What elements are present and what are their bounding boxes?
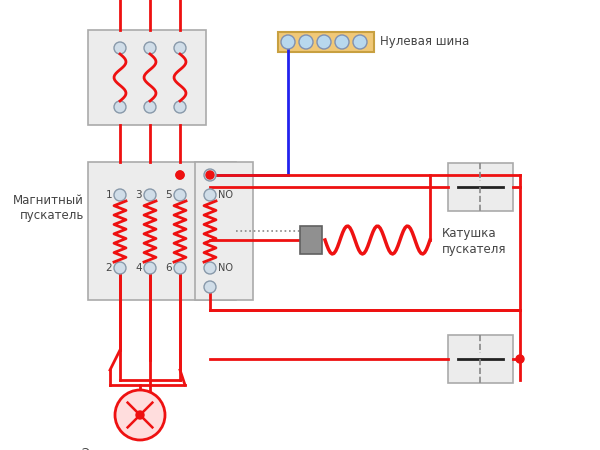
Text: Нулевая шина: Нулевая шина	[380, 36, 469, 49]
Text: пускатель: пускатель	[20, 208, 84, 221]
FancyBboxPatch shape	[300, 226, 322, 254]
Circle shape	[299, 35, 313, 49]
Text: 6: 6	[166, 263, 172, 273]
Circle shape	[144, 189, 156, 201]
Circle shape	[335, 35, 349, 49]
Circle shape	[174, 42, 186, 54]
Circle shape	[144, 262, 156, 274]
FancyBboxPatch shape	[88, 162, 236, 300]
Circle shape	[353, 35, 367, 49]
FancyBboxPatch shape	[448, 163, 513, 211]
Text: 2: 2	[106, 263, 112, 273]
Circle shape	[281, 35, 295, 49]
Circle shape	[174, 101, 186, 113]
FancyBboxPatch shape	[88, 30, 206, 125]
Circle shape	[115, 390, 165, 440]
Circle shape	[174, 262, 186, 274]
FancyBboxPatch shape	[448, 335, 513, 383]
Text: 1: 1	[106, 190, 112, 200]
Text: 5: 5	[166, 190, 172, 200]
Circle shape	[144, 101, 156, 113]
Circle shape	[204, 281, 216, 293]
Circle shape	[317, 35, 331, 49]
Circle shape	[114, 42, 126, 54]
Text: 3: 3	[136, 190, 142, 200]
Text: NO: NO	[218, 190, 233, 200]
Circle shape	[174, 189, 186, 201]
Circle shape	[144, 42, 156, 54]
FancyBboxPatch shape	[278, 32, 374, 52]
Circle shape	[516, 355, 524, 363]
Text: Катушка: Катушка	[442, 228, 497, 240]
Circle shape	[204, 189, 216, 201]
FancyBboxPatch shape	[195, 162, 253, 300]
Circle shape	[176, 171, 184, 179]
Text: пускателя: пускателя	[442, 243, 506, 256]
Text: Электродвигатель: Электродвигатель	[82, 447, 199, 450]
Circle shape	[204, 262, 216, 274]
Circle shape	[114, 262, 126, 274]
Text: Магнитный: Магнитный	[13, 194, 84, 207]
Circle shape	[176, 171, 184, 179]
Circle shape	[204, 169, 216, 181]
Text: 4: 4	[136, 263, 142, 273]
Circle shape	[114, 189, 126, 201]
Circle shape	[136, 411, 144, 419]
Circle shape	[114, 101, 126, 113]
Text: NO: NO	[218, 263, 233, 273]
Circle shape	[206, 171, 214, 179]
